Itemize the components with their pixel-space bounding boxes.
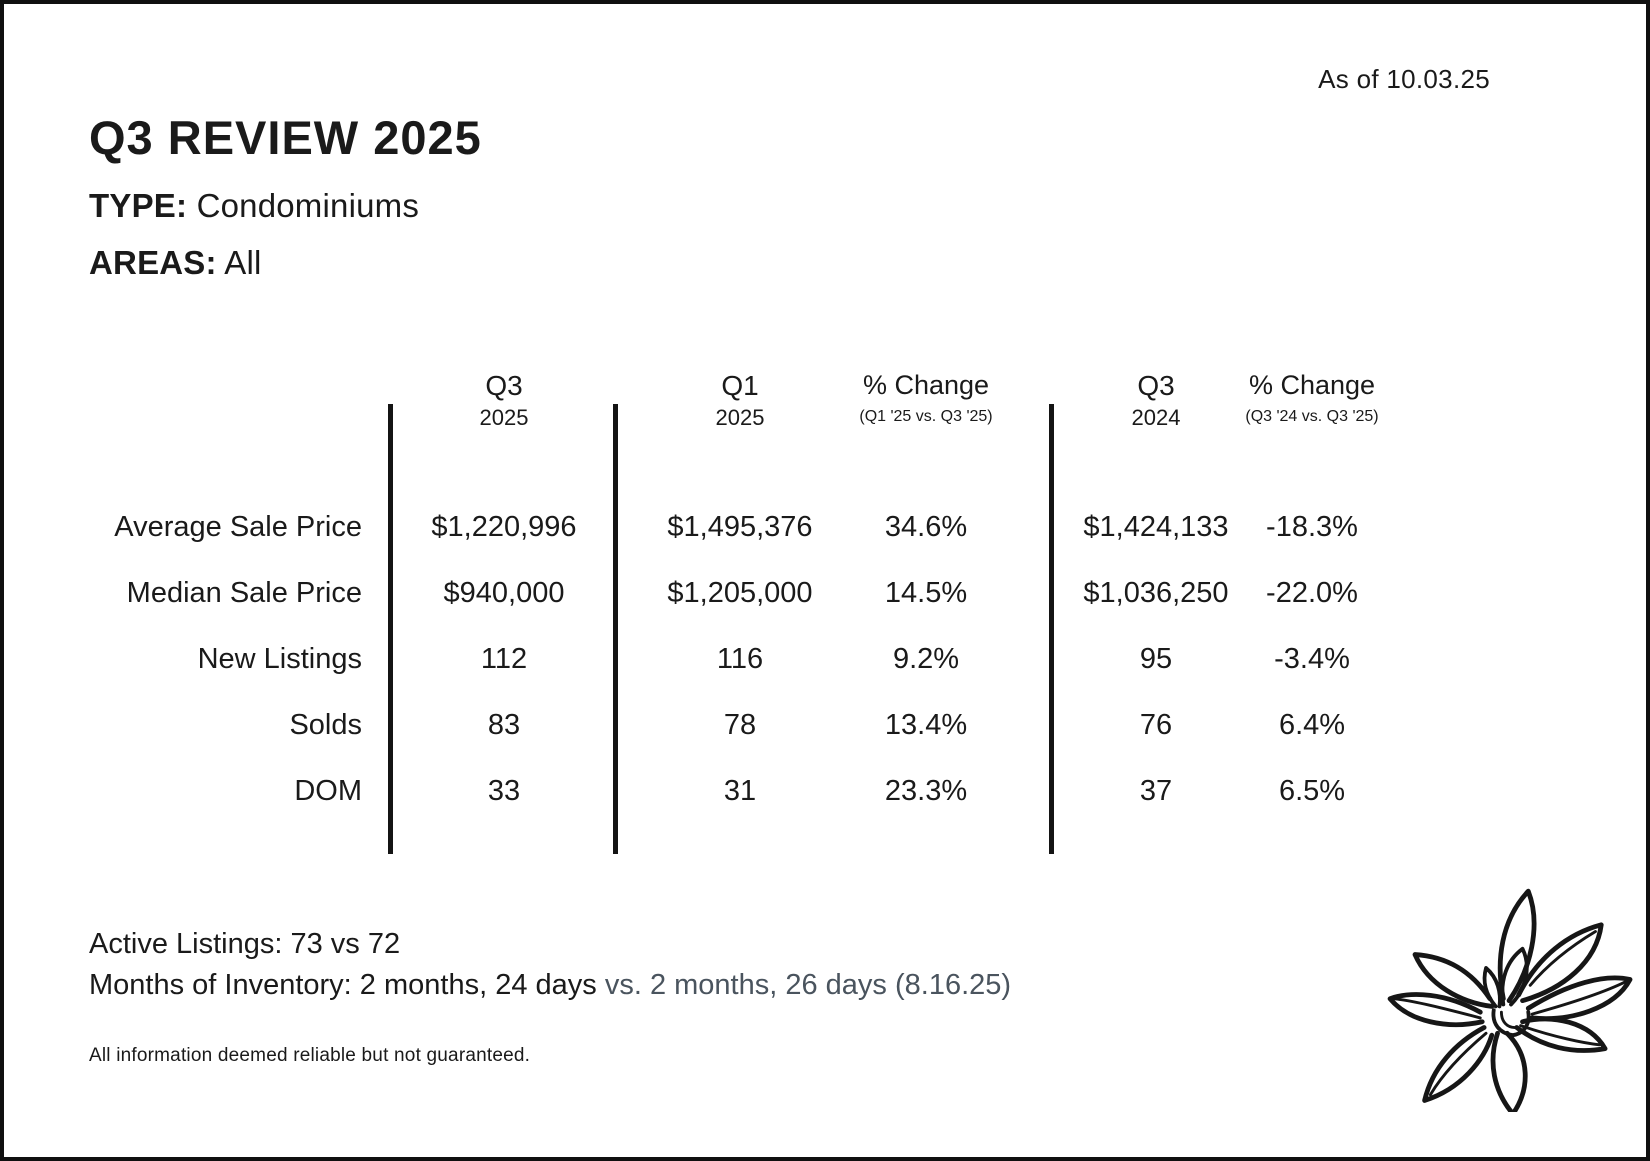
areas-value: All [224,244,262,281]
cell-q3-2024: $1,424,133 [1083,511,1229,543]
table-divider-2 [613,404,618,854]
table-row: New Listings 112 116 9.2% 95 -3.4% [4,639,1646,679]
page-title: Q3 REVIEW 2025 [89,111,482,164]
column-header-change-note: (Q3 '24 vs. Q3 '25) [1245,408,1379,426]
cell-q1-2025: $1,495,376 [667,511,813,543]
column-header-change-q3: % Change (Q3 '24 vs. Q3 '25) [1182,370,1442,426]
table-row: Median Sale Price $940,000 $1,205,000 14… [4,573,1646,613]
disclaimer-text: All information deemed reliable but not … [89,1045,531,1066]
cell-change-q1: 9.2% [892,643,960,675]
cell-q3-2024: $1,036,250 [1083,577,1229,609]
type-line: TYPE: Condominiums [89,187,419,225]
cell-change-q3: -18.3% [1266,511,1358,543]
column-header-quarter: Q3 [485,370,523,401]
as-of-date: As of 10.03.25 [1318,64,1490,94]
months-of-inventory-line: Months of Inventory: 2 months, 24 days v… [89,969,1011,1002]
column-header-year: 2025 [479,405,529,431]
cell-change-q1: 13.4% [884,709,968,741]
table-row: DOM 33 31 23.3% 37 6.5% [4,771,1646,811]
cell-change-q3: -22.0% [1266,577,1358,609]
table-divider-3 [1049,404,1054,854]
cell-q1-2025: 116 [716,643,764,675]
cell-change-q1: 14.5% [884,577,968,609]
row-label: Average Sale Price [114,511,362,543]
column-header-q1-2025: Q1 2025 [660,370,820,430]
column-header-q3-2024: Q3 2024 [1076,370,1236,430]
inventory-prior: vs. 2 months, 26 days (8.16.25) [596,969,1012,1001]
table-row: Solds 83 78 13.4% 76 6.4% [4,705,1646,745]
column-header-change: % Change [862,370,990,400]
table-divider-1 [388,404,393,854]
cell-q3-2024: 37 [1139,775,1173,807]
cell-change-q3: -3.4% [1274,643,1350,675]
column-header-change-q1: % Change (Q1 '25 vs. Q3 '25) [796,370,1056,426]
type-value: Condominiums [196,187,420,224]
row-label: DOM [294,775,362,807]
active-listings-line: Active Listings: 73 vs 72 [89,928,401,960]
column-header-year: 2025 [715,405,765,431]
column-header-year: 2024 [1131,405,1181,431]
magnolia-flower-icon [1382,872,1640,1117]
row-label: Solds [289,709,362,741]
cell-q3-2024: 76 [1139,709,1173,741]
column-header-quarter: Q3 [1137,370,1175,401]
column-header-change-note: (Q1 '25 vs. Q3 '25) [859,408,993,426]
cell-q3-2025: 83 [487,709,521,741]
column-header-quarter: Q1 [721,370,759,401]
cell-change-q1: 34.6% [884,511,968,543]
cell-q3-2025: 112 [480,643,528,675]
cell-q3-2025: $1,220,996 [431,511,577,543]
cell-q1-2025: $1,205,000 [667,577,813,609]
areas-line: AREAS: All [89,244,262,282]
table-row: Average Sale Price $1,220,996 $1,495,376… [4,507,1646,547]
column-header-change: % Change [1248,370,1376,400]
cell-q1-2025: 78 [723,709,757,741]
cell-q3-2025: $940,000 [443,577,565,609]
cell-q3-2025: 33 [487,775,521,807]
row-label: New Listings [197,643,362,675]
inventory-current: Months of Inventory: 2 months, 24 days [89,969,597,1001]
cell-q3-2024: 95 [1139,643,1173,675]
areas-label: AREAS: [89,244,217,281]
type-label: TYPE: [89,187,188,224]
column-header-q3-2025: Q3 2025 [424,370,584,430]
cell-change-q3: 6.5% [1278,775,1346,807]
cell-change-q3: 6.4% [1278,709,1346,741]
cell-change-q1: 23.3% [884,775,968,807]
row-label: Median Sale Price [126,577,362,609]
cell-q1-2025: 31 [723,775,757,807]
